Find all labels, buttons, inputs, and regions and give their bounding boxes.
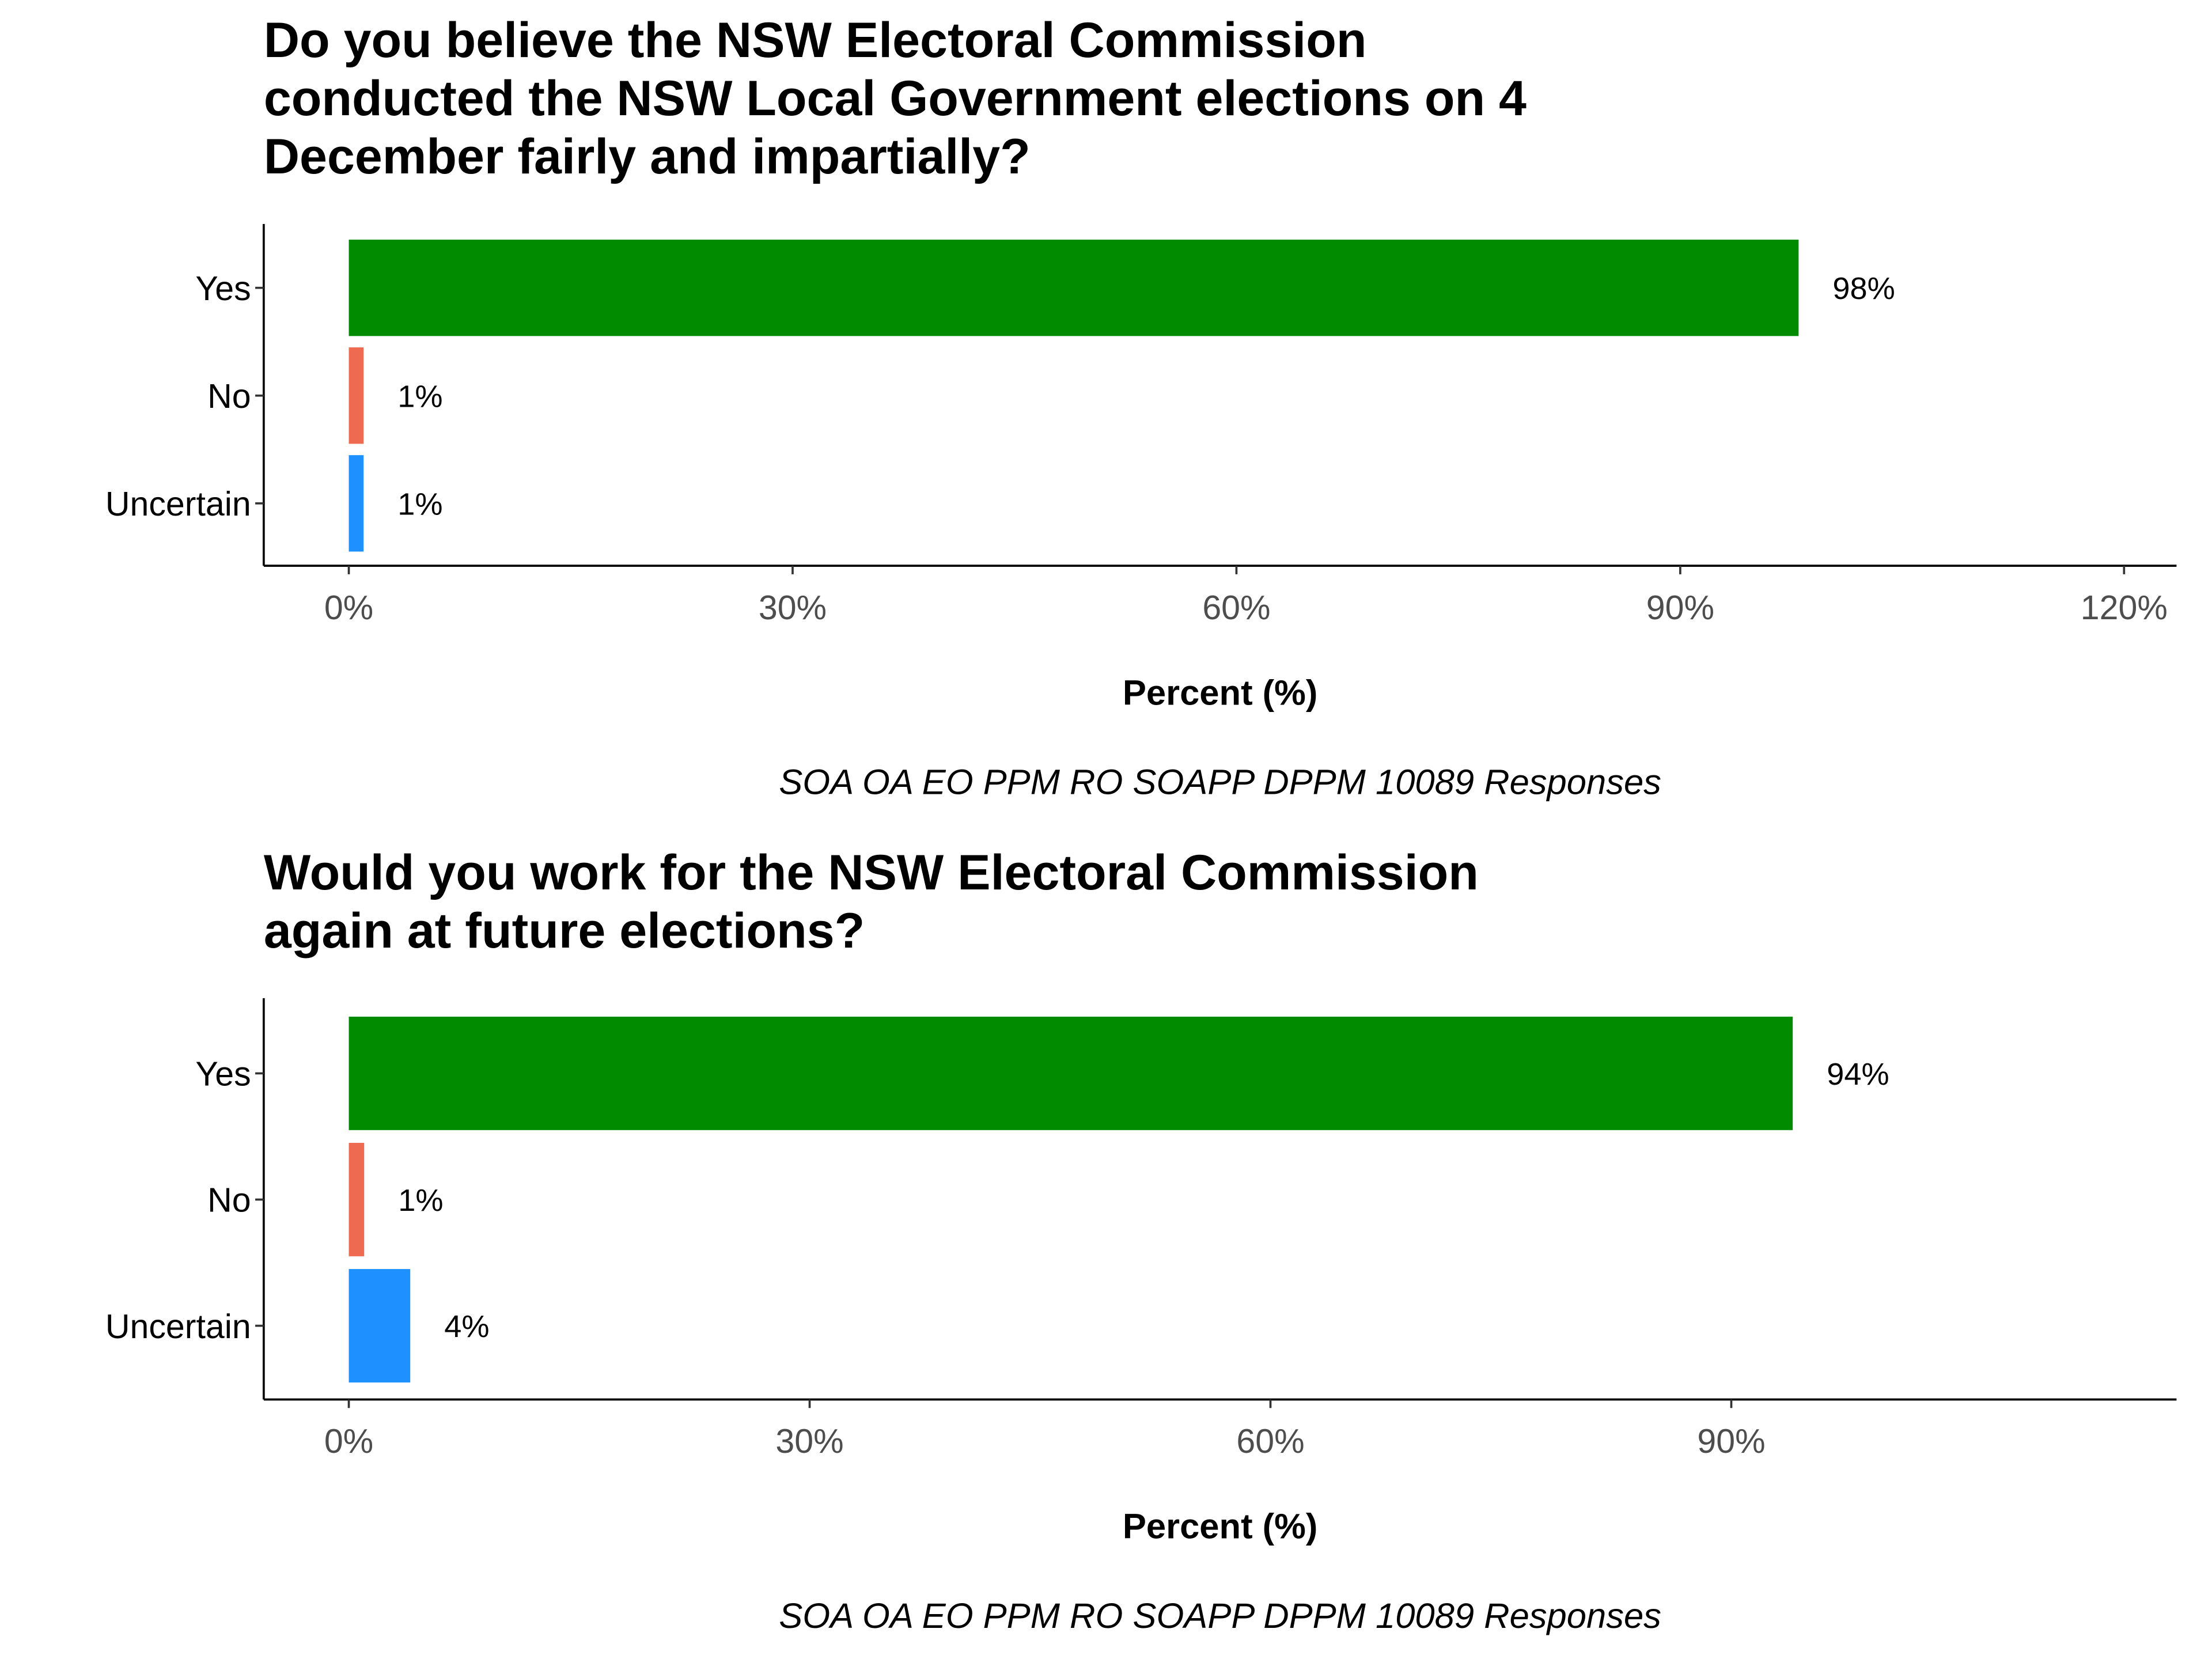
x-axis-title: Percent (%) bbox=[1123, 673, 1317, 713]
chart-caption: SOA OA EO PPM RO SOAPP DPPM 10089 Respon… bbox=[779, 762, 1661, 802]
chart-title-line: December fairly and impartially? bbox=[264, 129, 1031, 184]
data-label-yes: 94% bbox=[1827, 1057, 1889, 1092]
bar-uncertain bbox=[349, 1269, 411, 1382]
bar-yes bbox=[349, 1016, 1793, 1130]
category-label-uncertain: Uncertain bbox=[105, 485, 251, 523]
x-tick-label: 120% bbox=[2081, 589, 2168, 627]
x-tick-label: 0% bbox=[324, 589, 373, 627]
category-label-yes: Yes bbox=[195, 270, 251, 308]
chart-title-line: Do you believe the NSW Electoral Commiss… bbox=[264, 13, 1367, 68]
bar-no bbox=[349, 347, 364, 444]
category-label-yes: Yes bbox=[195, 1055, 251, 1093]
x-tick-label: 60% bbox=[1202, 589, 1270, 627]
x-tick-label: 90% bbox=[1646, 589, 1714, 627]
data-label-uncertain: 1% bbox=[397, 487, 442, 521]
data-label-yes: 98% bbox=[1832, 271, 1895, 306]
x-tick-label: 90% bbox=[1697, 1422, 1765, 1460]
chart-title-line: again at future elections? bbox=[264, 903, 865, 959]
bar-uncertain bbox=[349, 455, 364, 552]
data-label-uncertain: 4% bbox=[444, 1309, 489, 1344]
x-tick-label: 60% bbox=[1236, 1422, 1304, 1460]
bar-yes bbox=[349, 239, 1799, 336]
chart-title-line: Would you work for the NSW Electoral Com… bbox=[264, 845, 1479, 900]
chart-caption: SOA OA EO PPM RO SOAPP DPPM 10089 Respon… bbox=[779, 1596, 1661, 1636]
category-label-no: No bbox=[207, 1181, 251, 1219]
x-tick-label: 30% bbox=[759, 589, 827, 627]
data-label-no: 1% bbox=[397, 379, 442, 414]
category-label-uncertain: Uncertain bbox=[105, 1308, 251, 1346]
data-label-no: 1% bbox=[398, 1183, 443, 1218]
chart-title-line: conducted the NSW Local Government elect… bbox=[264, 71, 1527, 126]
x-axis-title: Percent (%) bbox=[1123, 1507, 1317, 1547]
chart-fairness: Do you believe the NSW Electoral Commiss… bbox=[105, 13, 2177, 802]
x-tick-label: 0% bbox=[324, 1422, 373, 1460]
x-tick-label: 30% bbox=[775, 1422, 843, 1460]
bar-no bbox=[349, 1142, 365, 1256]
chart-work-again: Would you work for the NSW Electoral Com… bbox=[105, 845, 2177, 1636]
category-label-no: No bbox=[207, 377, 251, 415]
